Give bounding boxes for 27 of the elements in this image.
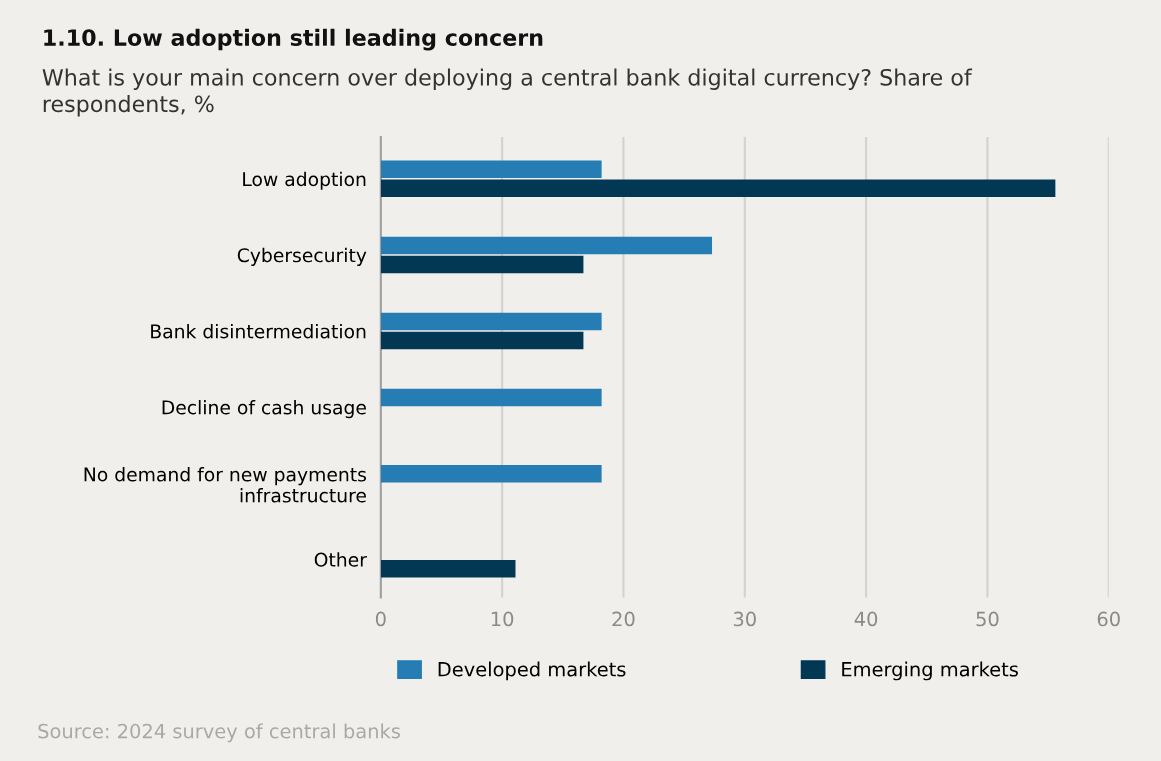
y-tick-label: Bank disintermediation bbox=[151, 323, 366, 339]
x-tick-label: 40 bbox=[854, 611, 878, 627]
y-tick-label: No demand for new payments infrastructure bbox=[84, 467, 366, 503]
y-tick-label: Low adoption bbox=[243, 171, 366, 190]
bar bbox=[380, 464, 602, 483]
x-tick-label: 10 bbox=[491, 611, 514, 627]
y-tick-label: Other bbox=[314, 552, 367, 567]
bar bbox=[380, 179, 1056, 198]
x-tick-label: 60 bbox=[1097, 611, 1120, 627]
y-tick-label: Decline of cash usage bbox=[162, 400, 366, 419]
bar bbox=[380, 560, 516, 578]
x-tick-label: 50 bbox=[976, 611, 999, 627]
x-tick-label: 20 bbox=[612, 611, 635, 627]
bar bbox=[380, 331, 584, 350]
bar bbox=[380, 160, 602, 179]
bar bbox=[380, 388, 602, 407]
x-tick-label: 30 bbox=[733, 611, 756, 627]
y-tick-label: Cybersecurity bbox=[237, 247, 367, 266]
bar bbox=[380, 255, 584, 274]
bar bbox=[380, 236, 713, 255]
legend-label: Developed markets bbox=[438, 661, 626, 681]
x-tick-label: 0 bbox=[375, 611, 386, 627]
chart-subtitle: What is your main concern over deploying a central bank digital currency? Share of respondents, % bbox=[42, 68, 973, 117]
source-note: Source: 2024 survey of central banks bbox=[38, 723, 400, 743]
legend-label: Emerging markets bbox=[842, 661, 1018, 681]
chart-title: 1.10. Low adoption still leading concern bbox=[44, 28, 543, 51]
bar bbox=[380, 312, 602, 331]
